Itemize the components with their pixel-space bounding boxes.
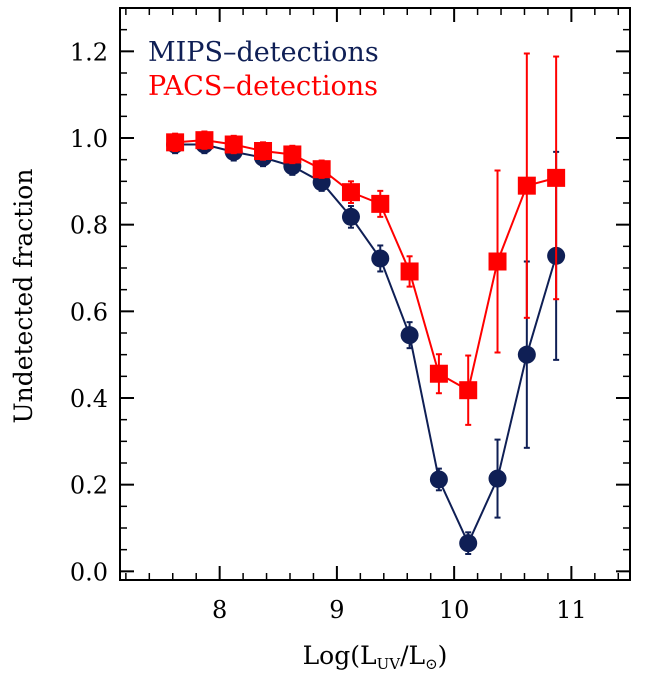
y-tick-label: 1.0	[70, 125, 108, 153]
x-axis-label-subscript: UV	[377, 655, 402, 673]
data-point	[312, 160, 331, 179]
x-tick-label: 10	[439, 596, 470, 624]
axis-ticks: 8 9 10 11 0.0 0.2 0.4 0.6 0.8 1.0 1.2	[70, 8, 630, 624]
data-point	[166, 133, 185, 152]
x-axis-label-main: Log(L	[303, 641, 377, 670]
data-point	[341, 207, 360, 226]
series-layer	[166, 52, 566, 555]
data-point	[459, 534, 478, 553]
data-point	[517, 176, 536, 195]
x-axis-label: Log(LUV/L⊙)	[303, 641, 448, 673]
data-point	[400, 326, 419, 345]
y-tick-label: 0.0	[70, 558, 108, 586]
data-point	[400, 262, 419, 281]
x-tick-label: 11	[556, 596, 587, 624]
data-point	[459, 381, 478, 400]
data-point	[371, 249, 390, 268]
data-point	[254, 142, 273, 160]
x-axis-label-close: )	[438, 641, 448, 670]
data-point	[341, 183, 360, 202]
data-point	[488, 469, 507, 488]
data-point	[371, 194, 390, 213]
data-point	[283, 145, 302, 164]
plot-frame	[119, 7, 631, 581]
legend-mips: MIPS–detections	[148, 37, 379, 68]
data-point	[195, 131, 214, 150]
x-axis-label-divider: /L	[400, 641, 425, 670]
y-axis-label: Undetected fraction	[9, 169, 38, 424]
x-tick-label: 9	[329, 596, 344, 624]
data-point	[429, 470, 448, 489]
data-point	[517, 345, 536, 364]
y-tick-label: 0.6	[70, 298, 108, 326]
y-tick-label: 0.8	[70, 212, 108, 240]
x-axis-label-subscript-sun: ⊙	[425, 655, 438, 673]
data-point	[429, 364, 448, 383]
data-point	[547, 168, 566, 187]
series-pacs	[166, 52, 566, 426]
y-tick-label: 1.2	[70, 38, 108, 66]
data-point	[488, 252, 507, 271]
x-tick-label: 8	[212, 596, 227, 624]
y-tick-label: 0.2	[70, 472, 108, 500]
data-point	[224, 135, 243, 154]
y-tick-label: 0.4	[70, 385, 108, 413]
legend-pacs: PACS–detections	[148, 71, 378, 102]
